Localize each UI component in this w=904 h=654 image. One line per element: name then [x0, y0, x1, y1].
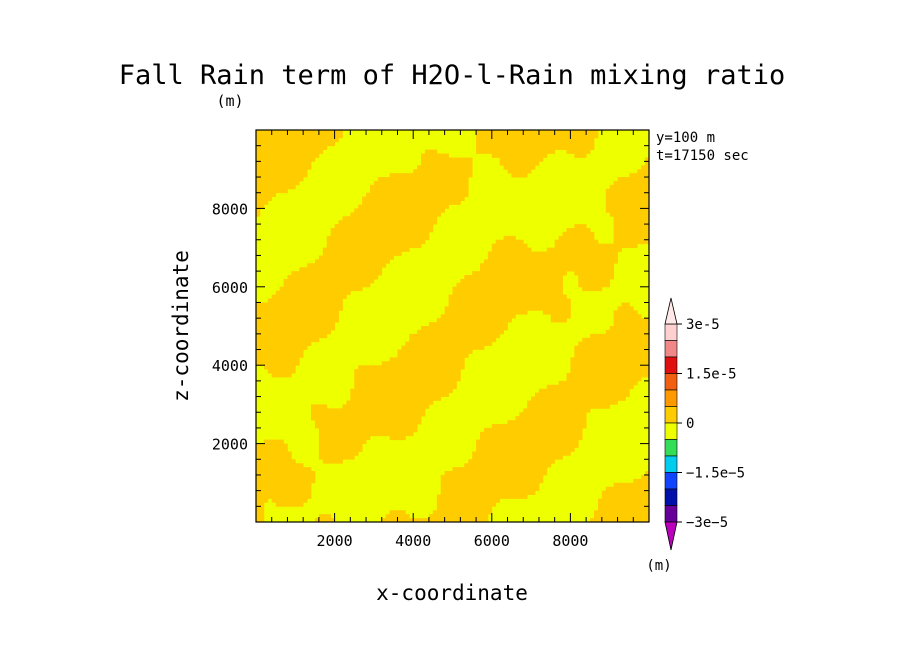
colorbar-tick-label: −3e−5 [686, 515, 728, 531]
colorbar-swatch [664, 455, 678, 473]
colorbar-swatch [664, 323, 678, 341]
colorbar-tick-label: −1.5e−5 [686, 466, 745, 482]
colorbar [664, 297, 678, 551]
x-tick-label: 8000 [552, 532, 588, 550]
x-tick-labels: 2000 4000 6000 8000 [317, 532, 589, 550]
colorbar-swatch [664, 356, 678, 374]
y-tick-label: 8000 [212, 200, 248, 218]
colorbar-tick-label: 0 [686, 416, 694, 432]
time-annotation: t=17150 sec [656, 148, 749, 164]
colorbar-labels: 3e-5 1.5e-5 0 −1.5e−5 −3e−5 [677, 317, 745, 531]
colorbar-tick-label: 3e-5 [686, 317, 720, 333]
y-axis-label: z-coordinate [169, 250, 193, 402]
y-tick-labels: 2000 4000 6000 8000 [212, 200, 248, 453]
colorbar-swatch [664, 389, 678, 407]
plot-frame [255, 129, 650, 523]
x-tick-label: 4000 [395, 532, 431, 550]
colorbar-upper-extension [664, 297, 678, 325]
colorbar-swatch [664, 406, 678, 424]
y-position-annotation: y=100 m [656, 130, 715, 146]
y-tick-label: 4000 [212, 357, 248, 375]
major-ticks [256, 130, 649, 522]
field-positive-regions [256, 130, 649, 522]
colorbar-swatch [664, 472, 678, 490]
colorbar-swatch [664, 505, 678, 523]
colorbar-swatch [664, 488, 678, 506]
minor-ticks [256, 130, 649, 522]
y-tick-label: 6000 [212, 279, 248, 297]
colorbar-tick-label: 1.5e-5 [686, 367, 737, 383]
y-tick-label: 2000 [212, 436, 248, 454]
x-axis-label: x-coordinate [376, 581, 528, 605]
x-tick-label: 6000 [474, 532, 510, 550]
plot-unit-label: (m) [216, 92, 243, 110]
x-tick-label: 2000 [317, 532, 353, 550]
colorbar-swatch [664, 439, 678, 457]
contour-field [256, 130, 649, 522]
colorbar-swatch [664, 373, 678, 391]
colorbar-unit-label: (m) [646, 558, 671, 574]
colorbar-swatch [664, 422, 678, 440]
colorbar-lower-extension [664, 521, 678, 551]
colorbar-swatch [664, 340, 678, 358]
chart-title: Fall Rain term of H2O-l-Rain mixing rati… [119, 60, 785, 91]
